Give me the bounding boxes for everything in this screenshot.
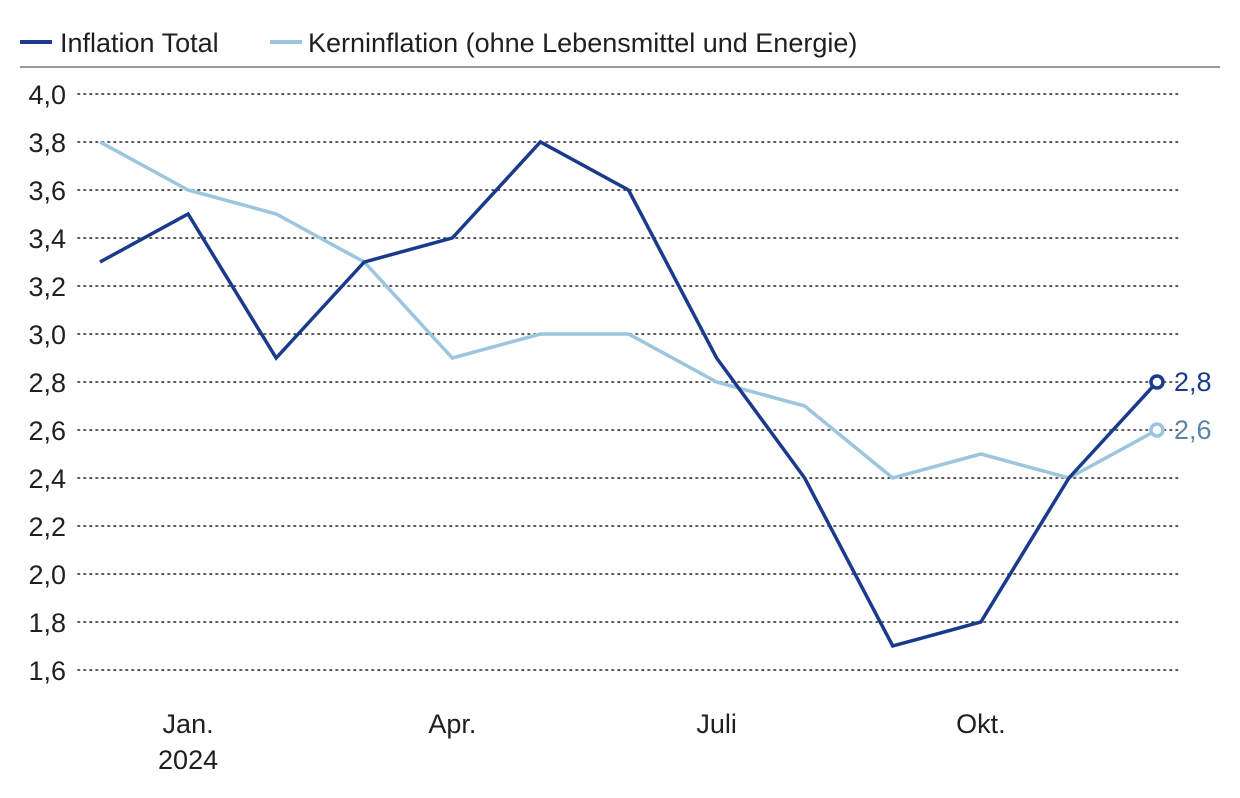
y-tick-label: 1,8 <box>28 608 66 638</box>
series-lines <box>99 139 1159 649</box>
y-tick-label: 3,4 <box>28 224 66 254</box>
y-tick-label: 3,6 <box>28 176 66 206</box>
y-tick-label: 3,0 <box>28 320 66 350</box>
end-label-total: 2,8 <box>1174 367 1212 397</box>
series-line-total <box>99 139 1159 649</box>
x-tick-label: Apr. <box>428 709 476 739</box>
x-tick-label: Okt. <box>956 709 1006 739</box>
legend-label-total: Inflation Total <box>60 28 219 58</box>
series-line-core <box>99 140 1158 480</box>
endpoint-marker-core <box>1149 422 1165 438</box>
y-tick-label: 2,8 <box>28 368 66 398</box>
x-tick-label: Jan. <box>163 709 214 739</box>
end-label-core: 2,6 <box>1174 415 1212 445</box>
y-tick-label: 3,2 <box>28 272 66 302</box>
x-tick-label: 2024 <box>158 745 218 775</box>
x-axis-ticks: Jan. 2024 Apr. Juli Okt. <box>158 709 1006 775</box>
x-tick-label: Juli <box>696 709 737 739</box>
series-endpoints: 2,6 2,8 <box>1149 367 1212 445</box>
y-tick-label: 1,6 <box>28 656 66 686</box>
legend: Inflation Total Kerninflation (ohne Lebe… <box>20 28 857 58</box>
y-axis-ticks: 4,0 3,8 3,6 3,4 3,2 3,0 2,8 2,6 2,4 2,2 2,0 1,8 1,6 <box>28 80 66 686</box>
gridlines <box>77 93 1181 671</box>
y-tick-label: 2,6 <box>28 416 66 446</box>
y-tick-label: 4,0 <box>28 80 66 110</box>
y-tick-label: 2,4 <box>28 464 66 494</box>
y-tick-label: 3,8 <box>28 128 66 158</box>
endpoint-marker-total <box>1149 374 1165 390</box>
y-tick-label: 2,2 <box>28 512 66 542</box>
legend-label-core: Kerninflation (ohne Lebensmittel und Ene… <box>308 28 857 58</box>
y-tick-label: 2,0 <box>28 560 66 590</box>
